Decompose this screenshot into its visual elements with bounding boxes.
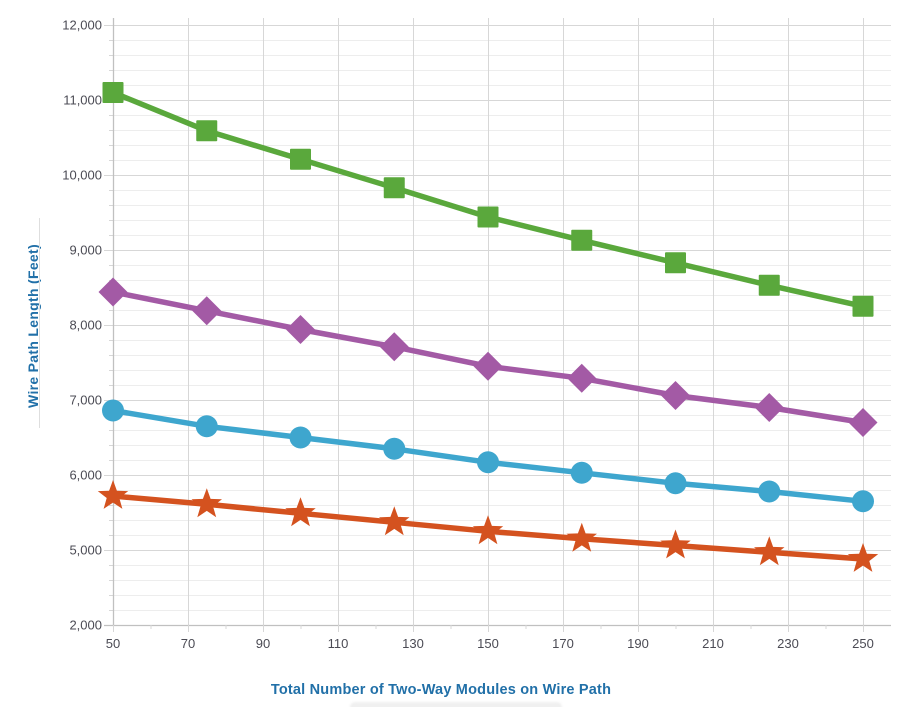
marker-diamond-icon (848, 408, 878, 437)
x-tick-label: 50 (106, 636, 120, 651)
marker-square-icon (383, 177, 405, 199)
marker-square-icon (290, 148, 311, 170)
marker-diamond-icon (661, 381, 690, 410)
marker-star-icon (847, 543, 879, 572)
y-tick-label: 8,000 (69, 318, 102, 333)
series-purple-diamonds (98, 277, 878, 437)
marker-circle-icon (664, 472, 687, 495)
y-tick-label: 2,000 (69, 618, 102, 633)
marker-circle-icon (477, 451, 499, 474)
marker-star-icon (285, 497, 316, 527)
marker-diamond-icon (754, 393, 784, 422)
series-blue-circles (102, 399, 874, 513)
x-tick-label: 150 (477, 636, 499, 651)
marker-diamond-icon (192, 296, 222, 326)
y-tick-label: 12,000 (62, 18, 102, 33)
x-tick-label: 190 (627, 636, 649, 651)
y-tick-label: 7,000 (69, 393, 102, 408)
marker-diamond-icon (379, 332, 409, 362)
marker-star-icon (379, 506, 410, 536)
axis-lines (104, 18, 891, 627)
marker-star-icon (754, 536, 785, 566)
marker-square-icon (477, 206, 499, 228)
y-tick-label: 6,000 (69, 468, 102, 483)
marker-circle-icon (195, 415, 218, 438)
x-tick-label: 70 (181, 636, 195, 651)
marker-circle-icon (102, 399, 124, 422)
y-tick-label: 9,000 (69, 243, 102, 258)
y-tick-label: 10,000 (62, 168, 102, 183)
x-tick-label: 110 (328, 636, 349, 651)
marker-diamond-icon (473, 351, 503, 381)
x-tick-label: 210 (702, 636, 724, 651)
marker-circle-icon (758, 480, 781, 503)
marker-circle-icon (570, 461, 593, 484)
x-tick-label: 170 (552, 636, 574, 651)
x-axis-title: Total Number of Two-Way Modules on Wire … (270, 682, 612, 698)
y-tick-label: 5,000 (69, 543, 102, 558)
marker-diamond-icon (98, 277, 128, 307)
marker-circle-icon (852, 490, 874, 513)
marker-star-icon (97, 480, 129, 509)
marker-star-icon (566, 522, 597, 552)
marker-square-icon (758, 274, 780, 296)
marker-square-icon (665, 252, 686, 274)
x-tick-label: 250 (852, 636, 874, 651)
marker-star-icon (191, 488, 222, 518)
y-axis-tick-labels: 12,000 11,000 10,000 9,000 8,000 7,000 6,000 5,… (62, 18, 102, 633)
marker-square-icon (571, 229, 593, 251)
marker-square-icon (196, 120, 218, 142)
marker-square-icon (852, 295, 874, 317)
cut-off-legend-edge (350, 702, 562, 707)
series-orange-stars (97, 480, 879, 572)
marker-square-icon (102, 82, 124, 103)
gridlines-major-horizontal (113, 25, 891, 626)
marker-circle-icon (383, 437, 406, 460)
series-green-squares (102, 82, 874, 317)
x-tick-label: 90 (256, 636, 270, 651)
y-axis-ticks (104, 25, 113, 626)
y-tick-label: 11,000 (63, 93, 102, 108)
x-tick-label: 230 (777, 636, 799, 651)
marker-circle-icon (289, 426, 312, 449)
marker-diamond-icon (286, 315, 315, 344)
y-axis-decorative-line (39, 218, 40, 428)
x-tick-label: 130 (402, 636, 424, 651)
marker-star-icon (472, 515, 504, 545)
x-axis-tick-labels: 50 70 90 110 130 150 170 190 210 230 250 (106, 636, 874, 651)
marker-star-icon (660, 529, 691, 559)
marker-diamond-icon (567, 363, 597, 393)
x-axis-ticks (113, 625, 864, 632)
